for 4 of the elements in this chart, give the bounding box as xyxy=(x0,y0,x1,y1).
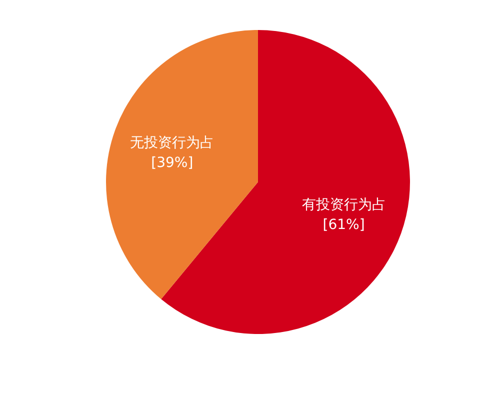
slice-label: 有投资行为占 xyxy=(302,196,386,213)
slice-label: 无投资行为占 xyxy=(130,135,214,152)
data-label: [39%] xyxy=(151,155,194,172)
data-label: [61%] xyxy=(322,216,365,233)
